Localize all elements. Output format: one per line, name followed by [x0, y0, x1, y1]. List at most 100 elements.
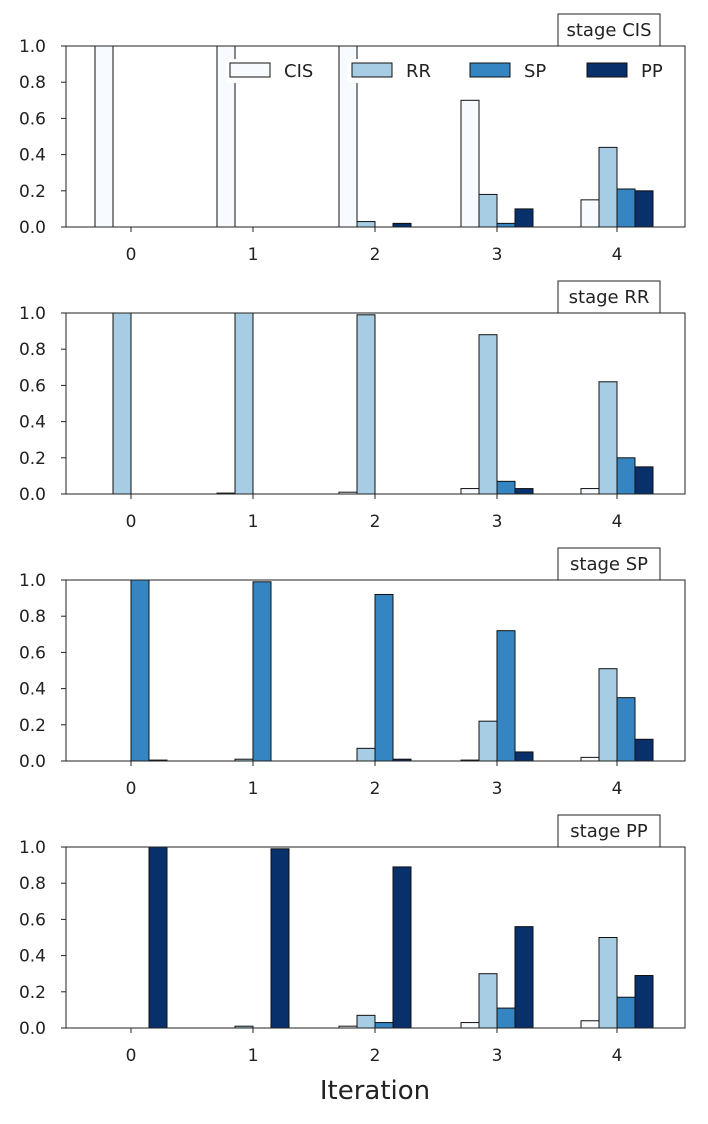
bar-2-SP-0: [130, 579, 150, 762]
panel-2: 0.0 0.2 0.4 0.6 0.8 1.0 0 1 2 3 4 stage SP: [19, 547, 686, 799]
x-tick-label-1-2: 2: [370, 512, 381, 532]
y-tick-label-2-0: 0.0: [19, 752, 46, 772]
x-tick-label-2-4: 4: [612, 779, 623, 799]
bar-3-PP-3: [514, 926, 534, 1029]
x-tick-label-3-3: 3: [492, 1046, 503, 1066]
bar-3-PP-4: [634, 975, 654, 1029]
legend-label-SP: SP: [524, 61, 546, 82]
y-tick-label-3-2: 0.4: [19, 947, 46, 967]
y-tick-label-2-1: 0.2: [19, 716, 46, 736]
y-tick-label-1-1: 0.2: [19, 449, 46, 469]
x-tick-label-0-1: 1: [248, 245, 259, 265]
panel-title-box-2: [557, 547, 661, 581]
x-tick-label-3-4: 4: [612, 1046, 623, 1066]
bar-3-CIS-4: [580, 1020, 600, 1029]
y-tick-label-3-3: 0.6: [19, 910, 46, 930]
x-tick-label-0-2: 2: [370, 245, 381, 265]
legend-swatch-RR: [351, 62, 393, 78]
bar-0-CIS-3: [460, 99, 480, 228]
x-tick-label-1-4: 4: [612, 512, 623, 532]
plot-frame-3: [65, 846, 686, 1029]
bar-2-RR-3: [478, 720, 498, 762]
panel-title-1: stage RR: [569, 287, 650, 308]
bar-1-RR-3: [478, 334, 498, 495]
y-tick-label-3-1: 0.2: [19, 983, 46, 1003]
panel-title-2: stage SP: [570, 554, 648, 575]
panel-title-box-0: [557, 13, 661, 47]
legend-label-RR: RR: [406, 61, 431, 82]
bar-2-PP-3: [514, 751, 534, 762]
legend-label-PP: PP: [641, 61, 663, 82]
plot-frame-1: [65, 312, 686, 495]
bar-1-RR-0: [112, 312, 132, 495]
bar-0-RR-4: [598, 146, 618, 228]
bar-1-PP-3: [514, 488, 534, 495]
y-tick-label-2-3: 0.6: [19, 643, 46, 663]
panel-title-box-1: [557, 280, 661, 314]
panel-title-0: stage CIS: [567, 20, 652, 41]
panel-title-box-3: [557, 814, 661, 848]
y-tick-label-2-5: 1.0: [19, 571, 46, 591]
y-tick-label-1-3: 0.6: [19, 376, 46, 396]
y-tick-label-0-4: 0.8: [19, 73, 46, 93]
x-tick-label-0-3: 3: [492, 245, 503, 265]
legend-label-CIS: CIS: [284, 61, 313, 82]
legend-swatch-SP: [469, 62, 511, 78]
bar-2-SP-2: [374, 593, 394, 762]
bar-1-CIS-4: [580, 488, 600, 495]
x-tick-label-1-3: 3: [492, 512, 503, 532]
bar-2-SP-1: [252, 581, 272, 762]
x-tick-label-3-2: 2: [370, 1046, 381, 1066]
bar-3-SP-4: [616, 996, 636, 1029]
bar-0-CIS-0: [94, 45, 114, 228]
x-tick-label-2-1: 1: [248, 779, 259, 799]
bar-3-SP-3: [496, 1007, 516, 1029]
y-tick-label-1-4: 0.8: [19, 340, 46, 360]
bar-0-RR-2: [356, 221, 376, 228]
bar-2-RR-2: [356, 747, 376, 762]
bar-1-RR-2: [356, 314, 376, 495]
bar-3-PP-0: [148, 846, 168, 1029]
bar-1-PP-4: [634, 466, 654, 495]
y-tick-label-1-5: 1.0: [19, 304, 46, 324]
legend-swatch-PP: [586, 62, 628, 78]
bar-2-CIS-4: [580, 756, 600, 762]
y-tick-label-2-4: 0.8: [19, 607, 46, 627]
bar-2-PP-4: [634, 738, 654, 762]
bar-1-SP-4: [616, 457, 636, 495]
bar-3-SP-2: [374, 1022, 394, 1029]
y-tick-label-1-0: 0.0: [19, 485, 46, 505]
bar-3-PP-2: [392, 866, 412, 1029]
y-tick-label-0-0: 0.0: [19, 218, 46, 238]
x-tick-label-0-0: 0: [126, 245, 137, 265]
plot-frame-0: [65, 45, 686, 228]
bar-2-SP-3: [496, 630, 516, 762]
y-tick-label-3-4: 0.8: [19, 874, 46, 894]
bar-0-SP-4: [616, 188, 636, 228]
bar-3-RR-2: [356, 1014, 376, 1029]
bar-0-SP-3: [496, 222, 516, 228]
x-axis-label: Iteration: [320, 1076, 430, 1106]
panel-1: 0.0 0.2 0.4 0.6 0.8 1.0 0 1 2 3 4 stage RR: [19, 280, 686, 532]
bar-3-RR-4: [598, 937, 618, 1029]
y-tick-label-0-5: 1.0: [19, 37, 46, 57]
x-tick-label-2-0: 0: [126, 779, 137, 799]
bar-3-CIS-3: [460, 1022, 480, 1029]
x-tick-label-1-0: 0: [126, 512, 137, 532]
y-tick-label-3-5: 1.0: [19, 838, 46, 858]
bar-3-RR-3: [478, 973, 498, 1029]
bar-2-SP-4: [616, 697, 636, 762]
bar-1-RR-1: [234, 312, 254, 495]
x-tick-label-2-2: 2: [370, 779, 381, 799]
y-tick-label-0-1: 0.2: [19, 182, 46, 202]
legend: CIS RR SP PP: [226, 59, 679, 83]
x-tick-label-0-4: 4: [612, 245, 623, 265]
bar-2-RR-4: [598, 668, 618, 762]
bar-0-PP-3: [514, 208, 534, 228]
bar-0-PP-2: [392, 222, 412, 228]
bar-1-RR-4: [598, 381, 618, 495]
y-tick-label-1-2: 0.4: [19, 413, 46, 433]
x-tick-label-1-1: 1: [248, 512, 259, 532]
x-tick-label-3-1: 1: [248, 1046, 259, 1066]
